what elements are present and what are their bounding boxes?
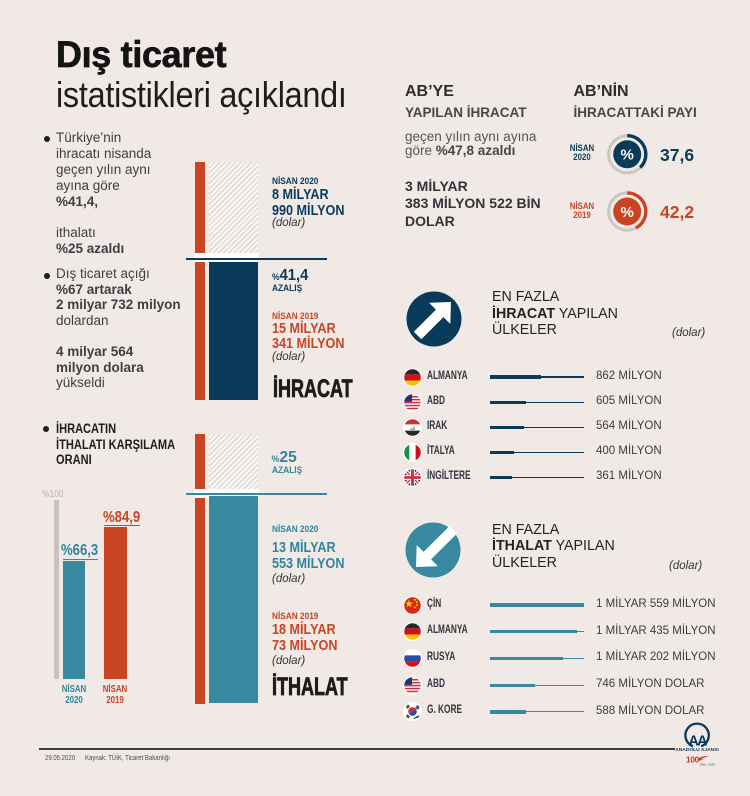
svg-text:%: % bbox=[621, 204, 634, 221]
svg-text:ANADOLU AJANSI: ANADOLU AJANSI bbox=[675, 747, 719, 753]
svg-text:لله: لله bbox=[409, 425, 415, 431]
svg-text:%: % bbox=[621, 147, 634, 164]
svg-text:AA: AA bbox=[688, 734, 708, 750]
svg-text:1920 - 2020: 1920 - 2020 bbox=[700, 763, 715, 767]
svg-text:100: 100 bbox=[686, 755, 700, 765]
